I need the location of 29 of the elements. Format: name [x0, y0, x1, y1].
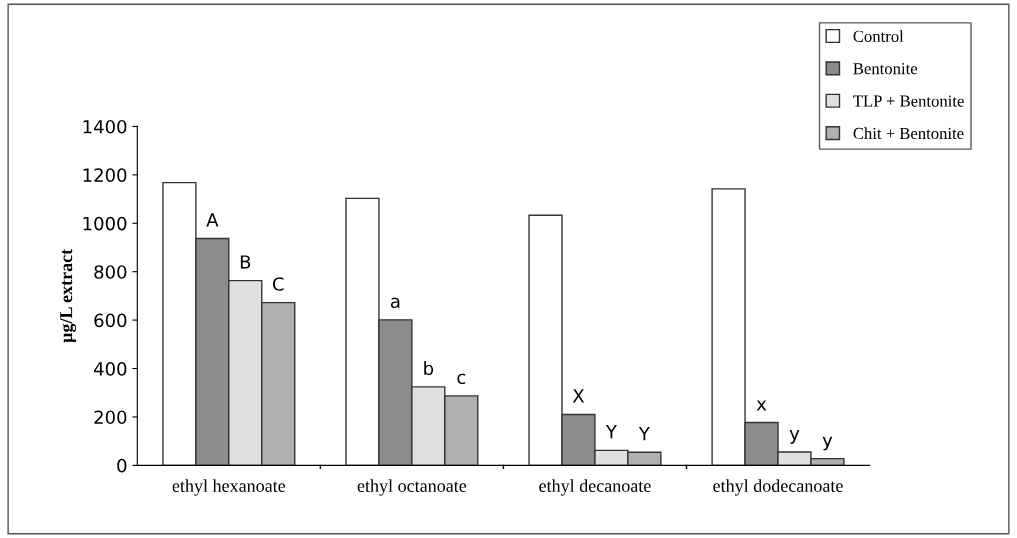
y-tick-label: 1200 [83, 168, 127, 182]
x-tick-label: ethyl decanoate [539, 479, 651, 496]
annotation: C [272, 277, 284, 291]
y-tick-label: 600 [94, 313, 127, 328]
annotation: c [457, 373, 466, 385]
legend-label: Control [853, 30, 904, 42]
x-tick-label: ethyl hexanoate [172, 479, 286, 496]
y-tick-label: 1400 [83, 119, 127, 134]
annotation: y [822, 436, 833, 451]
annotation: Y [605, 425, 617, 439]
legend-label: Chit + Bentonite [853, 127, 964, 140]
annotation: x [756, 400, 767, 411]
legend-label: Bentonite [853, 63, 918, 75]
x-tick-label: ethyl dodecanoate [713, 479, 843, 496]
annotation: B [240, 255, 251, 269]
annotation: A [206, 213, 219, 227]
annotation: Y [638, 427, 650, 441]
annotation: b [424, 361, 434, 376]
y-axis-title: µg/L extract [60, 248, 77, 343]
annotation: X [572, 389, 585, 403]
legend-label: TLP + Bentonite [853, 95, 964, 107]
annotation: a [390, 297, 400, 309]
y-tick-label: 400 [93, 361, 127, 376]
y-tick-label: 0 [117, 458, 127, 473]
y-tick-label: 800 [94, 265, 127, 279]
y-tick-label: 200 [94, 410, 127, 425]
annotation: y [789, 430, 800, 444]
x-tick-label: ethyl octanoate [357, 479, 467, 496]
y-tick-label: 1000 [83, 216, 127, 231]
